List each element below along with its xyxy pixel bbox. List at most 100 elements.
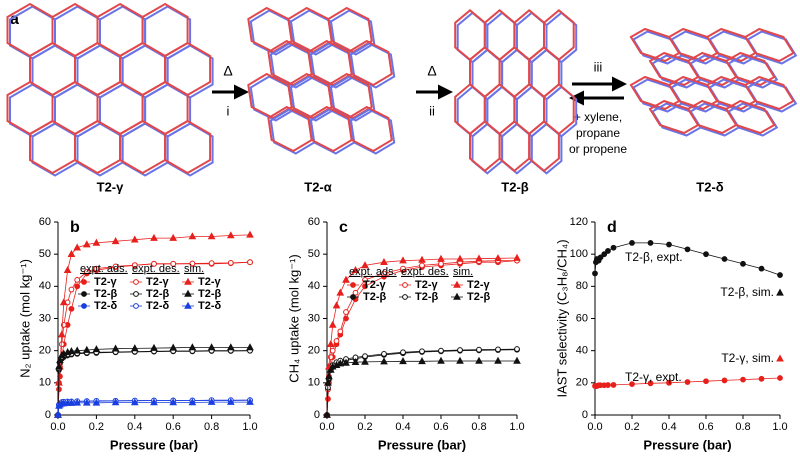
guest-text: propane	[576, 126, 620, 140]
y-tick-label: 60	[308, 216, 320, 228]
x-tick-label: 0.4	[661, 421, 676, 433]
x-tick-label: 0.6	[166, 421, 181, 433]
data-point	[495, 346, 501, 353]
series-line	[326, 260, 517, 416]
data-point	[647, 240, 654, 246]
legend-header: expt. des.	[132, 263, 180, 275]
legend-marker	[453, 292, 461, 300]
data-point	[246, 397, 254, 405]
legend-marker	[184, 301, 192, 309]
data-point	[418, 357, 426, 365]
legend-marker	[184, 289, 192, 297]
data-point	[380, 357, 388, 365]
data-point	[437, 356, 445, 364]
data-point	[514, 346, 520, 352]
data-point	[476, 346, 482, 353]
y-tick-label: 20	[576, 377, 588, 389]
structure-label: T2-β	[501, 179, 529, 194]
data-point	[399, 256, 407, 264]
data-point	[82, 345, 91, 353]
data-point	[226, 231, 235, 239]
data-point	[721, 256, 728, 262]
series-label: T2-β, sim.	[720, 285, 774, 299]
data-point	[188, 398, 197, 406]
data-point	[332, 301, 341, 309]
data-point	[92, 398, 101, 406]
legend-header: expt. ads.	[80, 263, 128, 275]
data-point	[777, 375, 783, 381]
data-point	[703, 251, 709, 258]
data-point	[703, 378, 709, 385]
y-axis-label: N₂ uptake (mol kg⁻¹)	[17, 259, 32, 378]
data-point	[169, 398, 178, 406]
panel-letter: d	[607, 219, 617, 236]
data-point	[457, 347, 463, 353]
guest-text: or propene	[569, 142, 627, 156]
legend-marker	[133, 303, 139, 309]
data-point	[610, 382, 617, 388]
data-point	[666, 241, 672, 248]
legend-marker	[81, 291, 87, 297]
x-tick-label: 0.0	[587, 421, 602, 433]
y-tick-label: 40	[308, 280, 320, 292]
data-point	[188, 232, 197, 240]
data-point	[419, 262, 425, 269]
x-tick-label: 0.2	[89, 421, 104, 433]
y-tick-label: 20	[39, 345, 51, 357]
x-tick-label: 1.0	[242, 421, 257, 433]
data-point	[438, 347, 444, 354]
structure-label: T2-α	[304, 179, 332, 194]
y-tick-label: 0	[582, 409, 588, 421]
step-label: iii	[594, 59, 603, 74]
x-tick-label: 0.6	[433, 421, 448, 433]
data-point	[361, 261, 369, 269]
framework	[347, 39, 393, 87]
data-point	[592, 270, 598, 277]
legend-marker	[402, 294, 408, 300]
data-point	[189, 260, 196, 267]
data-point	[226, 343, 235, 351]
data-point	[247, 259, 253, 266]
legend-marker	[81, 303, 87, 309]
x-tick-label: 0.4	[395, 421, 410, 433]
data-point	[381, 350, 387, 357]
framework	[249, 9, 296, 56]
data-point	[337, 328, 344, 335]
legend-label: T2-γ	[363, 279, 387, 291]
data-point	[684, 246, 691, 253]
data-point	[336, 288, 345, 296]
data-point	[207, 343, 216, 351]
x-tick-label: 0.0	[319, 421, 334, 433]
data-point	[73, 243, 82, 251]
step-condition: Δ	[223, 63, 232, 79]
data-point	[325, 372, 333, 380]
data-point	[597, 254, 604, 261]
data-point	[92, 345, 101, 353]
data-point	[93, 265, 100, 272]
data-point	[246, 230, 254, 238]
data-point	[82, 240, 91, 248]
series-line	[57, 234, 251, 416]
data-point	[494, 254, 502, 262]
panel-letter: a	[10, 11, 19, 28]
data-point	[82, 398, 91, 406]
x-axis-label: Pressure (bar)	[378, 437, 466, 452]
data-point	[130, 398, 139, 406]
data-point	[57, 373, 63, 380]
data-point	[150, 233, 158, 241]
panel-letter: c	[339, 219, 348, 236]
legend-label: T2-γ	[198, 276, 222, 288]
framework	[166, 122, 214, 177]
data-point	[342, 358, 350, 366]
y-tick-label: 100	[570, 248, 588, 260]
data-point	[67, 249, 76, 257]
data-point	[324, 378, 332, 386]
framework	[329, 75, 376, 122]
legend-label: T2-δ	[146, 300, 170, 312]
legend-header: sim.	[184, 263, 204, 275]
step-condition: Δ	[427, 63, 436, 79]
legend-label: T2-β	[146, 288, 170, 300]
data-point	[629, 381, 635, 388]
legend-marker	[350, 282, 356, 288]
